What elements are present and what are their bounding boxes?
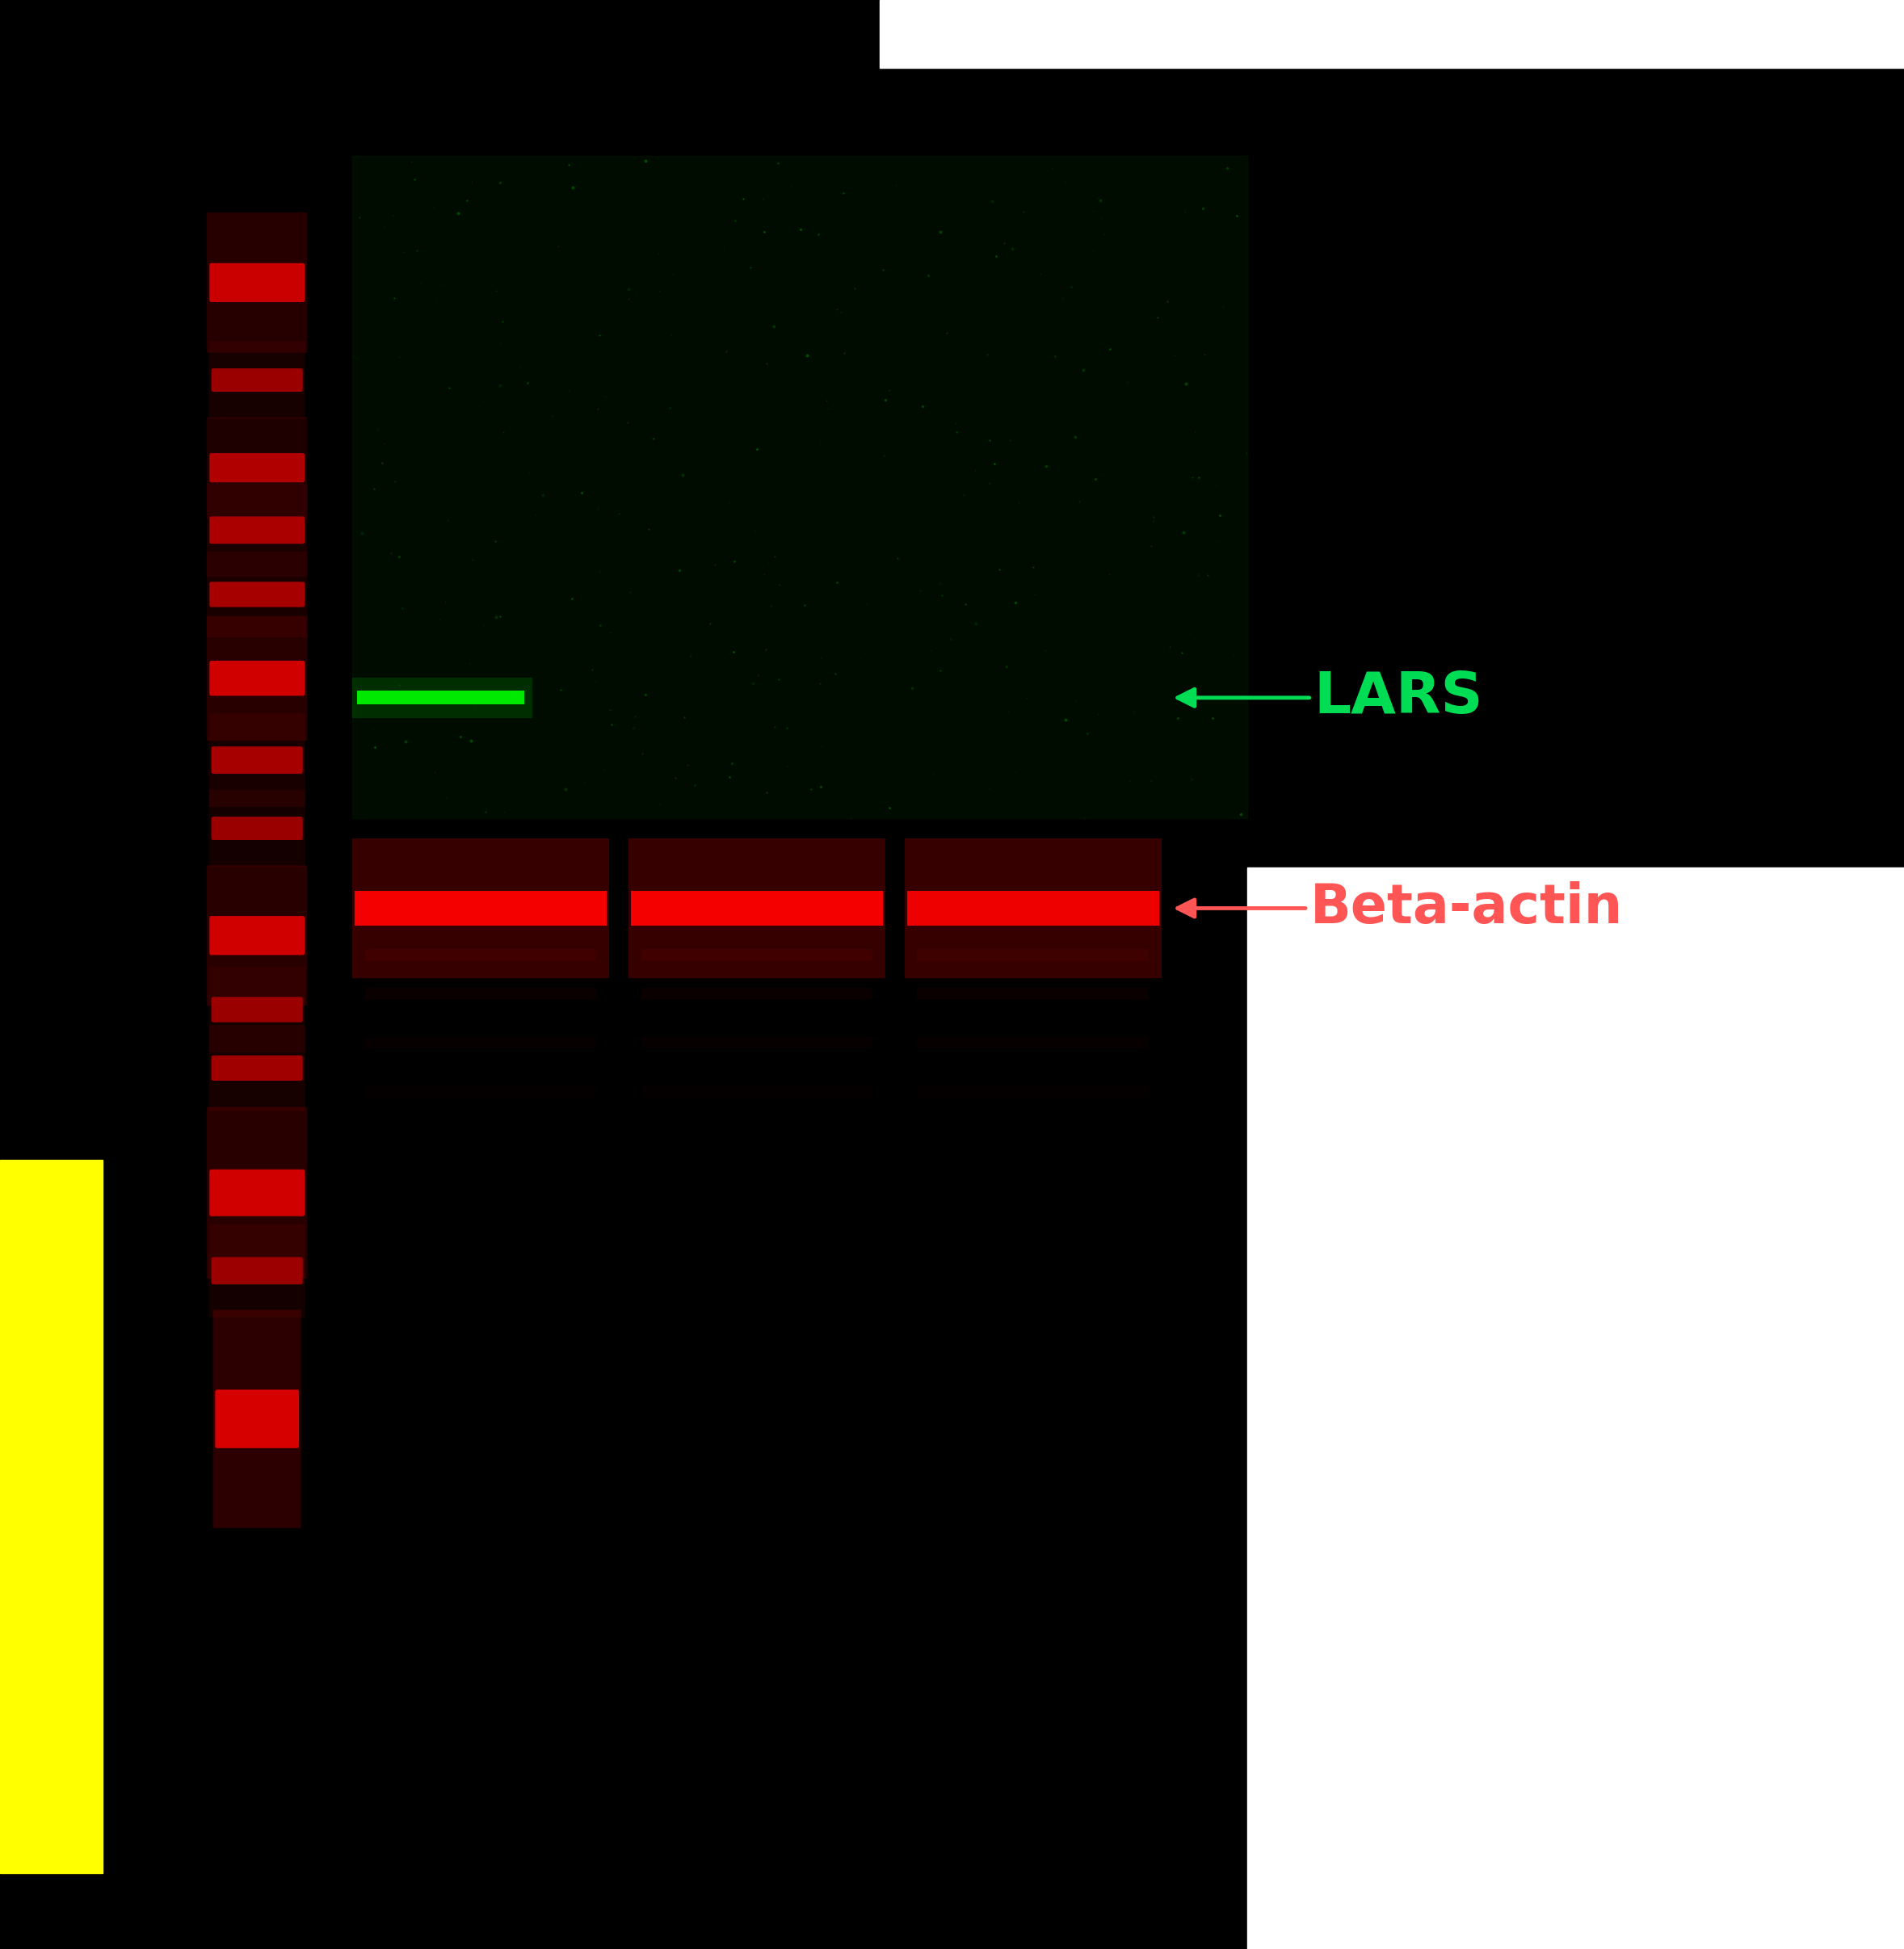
FancyBboxPatch shape: [209, 1169, 305, 1216]
FancyBboxPatch shape: [209, 263, 305, 302]
Bar: [906, 891, 1160, 926]
FancyBboxPatch shape: [209, 1224, 305, 1318]
Bar: [366, 988, 596, 1000]
Bar: [352, 838, 609, 978]
Bar: [642, 988, 872, 1000]
FancyBboxPatch shape: [211, 1257, 303, 1284]
FancyBboxPatch shape: [208, 865, 307, 1006]
Bar: [630, 891, 883, 926]
FancyBboxPatch shape: [211, 746, 303, 774]
Text: LARS: LARS: [1177, 670, 1483, 725]
Bar: [918, 1037, 1148, 1049]
FancyBboxPatch shape: [208, 483, 307, 577]
Bar: [366, 949, 596, 961]
FancyBboxPatch shape: [213, 1310, 301, 1528]
Bar: [1247, 867, 1904, 1949]
Bar: [918, 949, 1148, 961]
FancyBboxPatch shape: [208, 552, 307, 637]
FancyBboxPatch shape: [208, 212, 307, 353]
FancyBboxPatch shape: [208, 417, 307, 518]
FancyBboxPatch shape: [208, 1107, 307, 1279]
FancyBboxPatch shape: [211, 817, 303, 840]
Bar: [354, 891, 607, 926]
FancyBboxPatch shape: [209, 1025, 305, 1111]
Bar: [366, 1037, 596, 1049]
FancyBboxPatch shape: [209, 916, 305, 955]
Bar: [358, 690, 524, 704]
Bar: [628, 838, 885, 978]
FancyBboxPatch shape: [209, 661, 305, 696]
Text: Beta-actin: Beta-actin: [1177, 881, 1622, 936]
FancyBboxPatch shape: [209, 516, 305, 544]
Bar: [0, 1160, 103, 1873]
Bar: [366, 1086, 596, 1097]
FancyBboxPatch shape: [209, 581, 305, 606]
FancyBboxPatch shape: [209, 713, 305, 807]
Bar: [904, 838, 1161, 978]
FancyBboxPatch shape: [209, 452, 305, 483]
FancyBboxPatch shape: [208, 616, 307, 741]
FancyBboxPatch shape: [209, 341, 305, 419]
FancyBboxPatch shape: [209, 789, 305, 867]
FancyBboxPatch shape: [211, 1056, 303, 1082]
Bar: [642, 949, 872, 961]
FancyBboxPatch shape: [211, 998, 303, 1021]
Bar: [880, 0, 1904, 68]
FancyBboxPatch shape: [209, 967, 305, 1052]
FancyBboxPatch shape: [211, 368, 303, 392]
Bar: [918, 988, 1148, 1000]
Bar: [352, 678, 531, 719]
FancyBboxPatch shape: [215, 1390, 299, 1448]
Bar: [352, 156, 1247, 819]
Bar: [918, 1086, 1148, 1097]
Bar: [642, 1086, 872, 1097]
Bar: [642, 1037, 872, 1049]
